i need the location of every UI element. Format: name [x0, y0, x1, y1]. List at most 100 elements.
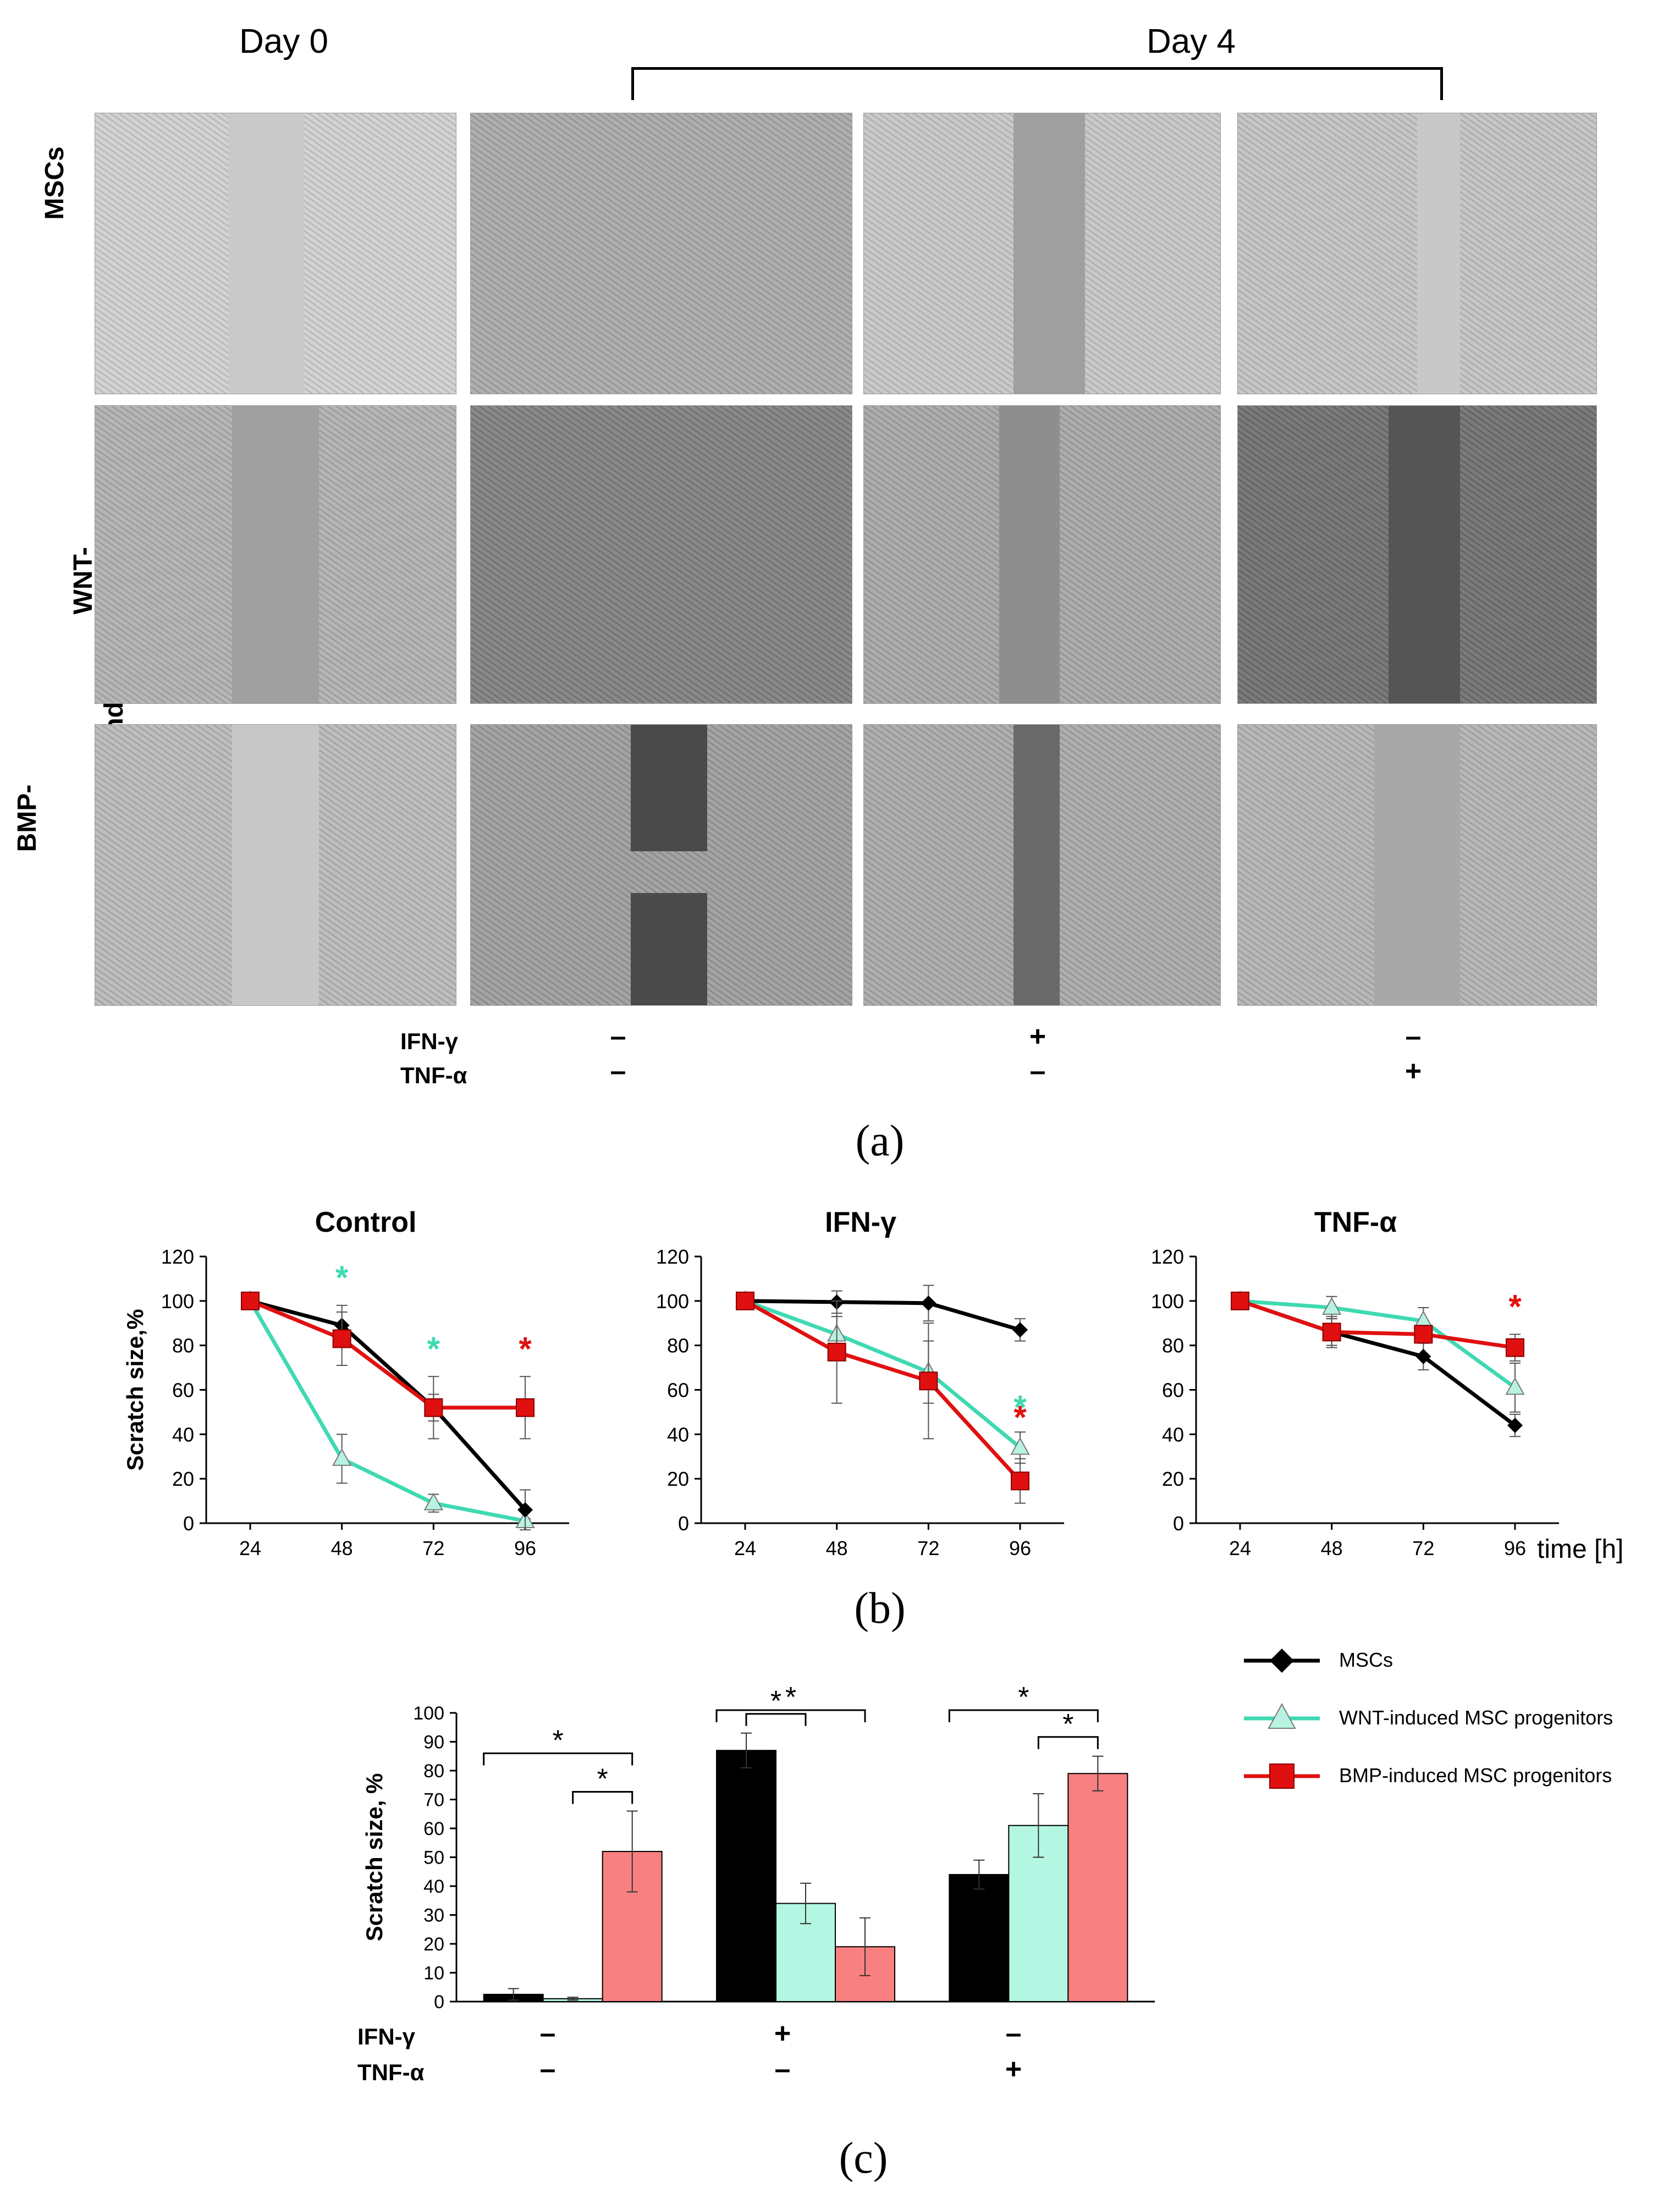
y-tick-label: 80 — [423, 1761, 444, 1782]
legend-label: BMP-induced MSC progenitors — [1339, 1764, 1612, 1787]
y-tick-label: 40 — [1162, 1423, 1184, 1446]
micrograph-tile — [95, 113, 456, 394]
ifn-value-c-1: – — [539, 2018, 556, 2049]
x-tick-label: 72 — [1412, 1537, 1434, 1559]
micrograph-tile — [1237, 405, 1597, 704]
bar — [1067, 1773, 1128, 2002]
y-tick-label: 120 — [656, 1245, 689, 1268]
tnf-value-a-3: + — [1404, 1055, 1422, 1087]
scratch-gap — [1388, 406, 1461, 703]
x-tick-label: 72 — [917, 1537, 939, 1559]
x-tick-label: 72 — [422, 1537, 444, 1559]
data-point — [1415, 1348, 1431, 1364]
micrograph-tile — [470, 724, 852, 1006]
y-tick-label: 100 — [161, 1290, 194, 1313]
micrograph-tile — [470, 405, 852, 704]
data-point — [1231, 1291, 1249, 1310]
legend-label: MSCs — [1339, 1649, 1393, 1671]
y-tick-label: 40 — [667, 1423, 689, 1446]
panel-label-c: (c) — [839, 2134, 888, 2183]
y-tick-label: 100 — [1151, 1290, 1184, 1313]
series-line — [1239, 1299, 1516, 1350]
series-line — [250, 1299, 527, 1512]
scratch-gap — [228, 113, 305, 394]
y-tick-label: 60 — [667, 1379, 689, 1402]
micrograph-tile — [863, 405, 1221, 704]
y-tick-label: 30 — [423, 1905, 444, 1926]
y-tick-label: 0 — [434, 1992, 444, 2013]
ifn-value-c-2: + — [774, 2018, 791, 2049]
y-tick-label: 60 — [172, 1379, 194, 1402]
scratch-gap — [1417, 113, 1461, 394]
y-axis-title: Scratch size,% — [122, 1309, 148, 1470]
legend-markers — [1244, 1649, 1320, 1789]
legend-marker — [1269, 1763, 1295, 1789]
micrograph-tile — [470, 113, 852, 394]
series-line — [744, 1299, 1022, 1450]
y-tick-label: 20 — [1162, 1468, 1184, 1490]
tnf-value-c-3: + — [1005, 2053, 1022, 2085]
panel-label-a: (a) — [855, 1117, 905, 1165]
y-tick-label: 80 — [1162, 1335, 1184, 1357]
x-tick-label: 48 — [1321, 1537, 1343, 1559]
data-point — [424, 1398, 443, 1417]
series-line — [1240, 1299, 1517, 1390]
significance-star: * — [1013, 1388, 1027, 1425]
significance-bracket — [715, 1709, 866, 1722]
x-tick-label: 24 — [239, 1537, 261, 1559]
series-line — [249, 1299, 525, 1410]
x-tick-label: 96 — [514, 1537, 536, 1559]
y-tick-label: 10 — [423, 1963, 444, 1984]
significance-star: * — [785, 1682, 796, 1713]
x-tick-label: 48 — [331, 1537, 353, 1559]
chart-title: IFN-γ — [825, 1206, 896, 1238]
series-line — [248, 1300, 526, 1523]
data-point — [919, 1371, 938, 1391]
y-tick-label: 100 — [656, 1290, 689, 1313]
tnf-label-c: TNF-α — [357, 2059, 425, 2085]
y-axis-title: Scratch size, % — [361, 1773, 387, 1942]
legend-label: WNT-induced MSC progenitors — [1339, 1706, 1613, 1729]
y-tick-label: 20 — [172, 1468, 194, 1490]
bar — [716, 1750, 776, 2002]
day4-bracket — [631, 67, 1443, 100]
data-point — [921, 1295, 937, 1311]
y-tick-label: 0 — [183, 1512, 194, 1535]
y-tick-label: 20 — [667, 1468, 689, 1490]
line-charts: Control 0 20 40 60 80 100 120 24 48 72 96 Scratch si… — [122, 1206, 1559, 1559]
day0-header: Day 0 — [239, 23, 328, 60]
data-point — [332, 1448, 352, 1466]
tnf-label-a: TNF-α — [400, 1062, 467, 1088]
data-point — [1322, 1322, 1341, 1342]
data-point — [1012, 1322, 1028, 1338]
significance-star: * — [597, 1763, 608, 1795]
chart-title: TNF-α — [1314, 1206, 1397, 1238]
y-tick-label: 80 — [172, 1335, 194, 1357]
tnf-value-c-2: – — [774, 2053, 791, 2085]
y-tick-label: 0 — [1173, 1512, 1184, 1535]
micrograph-tile — [1237, 724, 1597, 1006]
y-tick-label: 60 — [1162, 1379, 1184, 1402]
y-tick-label: 40 — [172, 1423, 194, 1446]
legend: MSCs WNT-induced MSC progenitors BMP-induc… — [1237, 1639, 1677, 1793]
micrograph-tile — [95, 724, 456, 1006]
data-point — [1507, 1418, 1523, 1434]
ifn-value-a-3: – — [1405, 1021, 1422, 1052]
y-tick-label: 50 — [423, 1848, 444, 1869]
x-tick-label: 96 — [1504, 1537, 1526, 1559]
series-line — [744, 1299, 1022, 1482]
ifn-value-a-2: + — [1029, 1021, 1046, 1052]
x-tick-label: 48 — [826, 1537, 848, 1559]
significance-star: * — [427, 1330, 440, 1367]
chart-title: Control — [315, 1206, 417, 1238]
data-point — [736, 1291, 754, 1310]
data-point — [241, 1291, 260, 1310]
significance-bracket — [1037, 1736, 1099, 1749]
significance-star: * — [770, 1685, 781, 1717]
data-point — [1505, 1377, 1525, 1395]
micrograph-tile — [95, 405, 456, 704]
significance-star: * — [519, 1330, 532, 1367]
data-point — [827, 1342, 846, 1362]
significance-star: * — [1508, 1288, 1522, 1325]
scratch-gap — [999, 406, 1060, 703]
